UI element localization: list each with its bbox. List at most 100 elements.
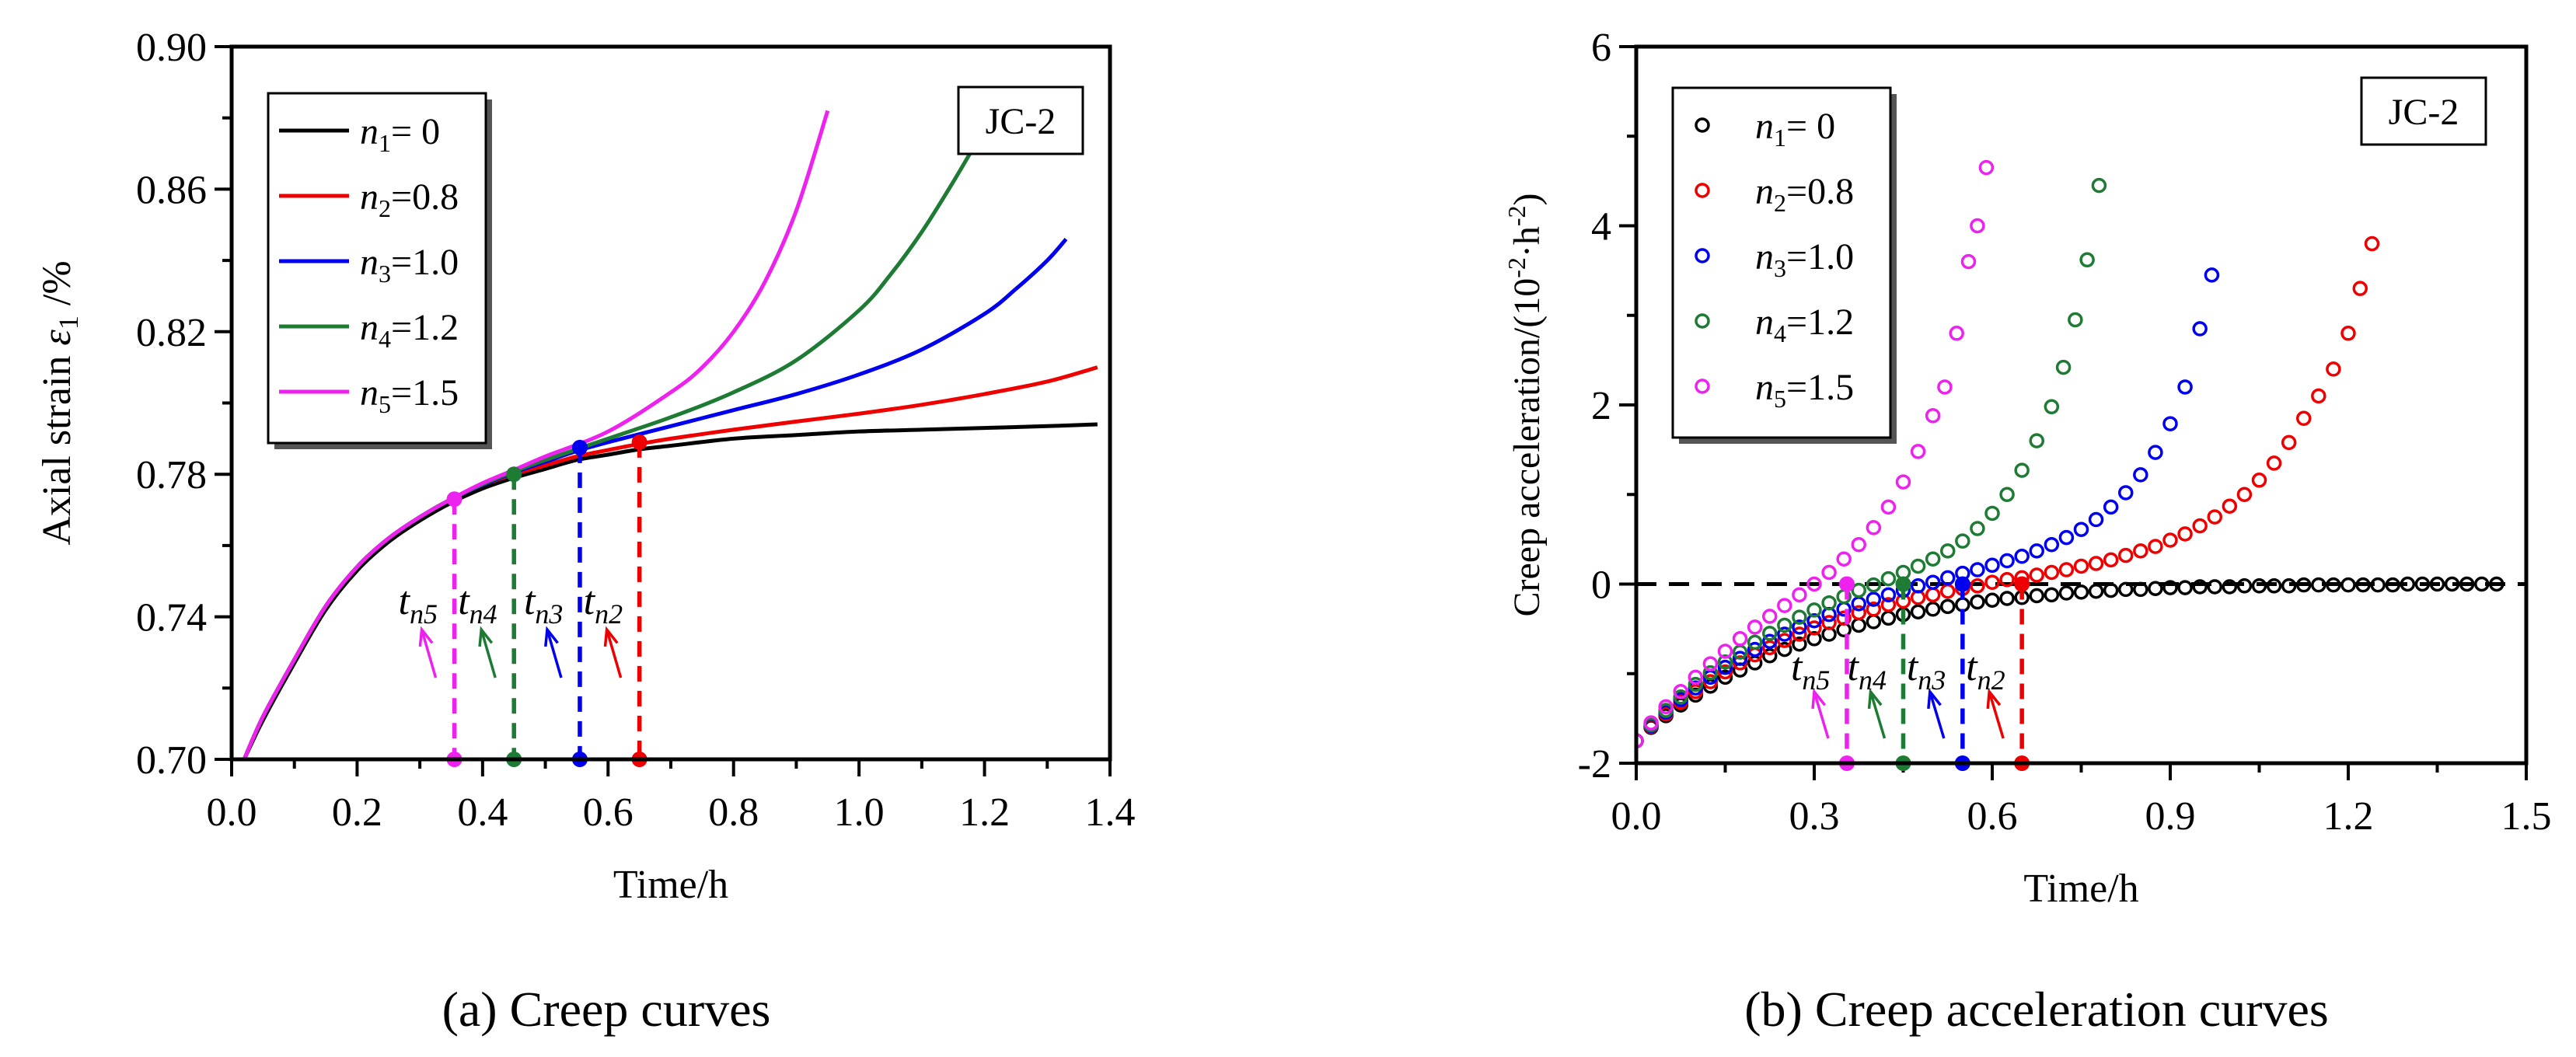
data-point-n1	[2459, 576, 2475, 592]
data-point-n1	[2340, 577, 2356, 593]
data-point-n4	[1747, 634, 1763, 651]
data-point-n1	[2118, 581, 2134, 598]
x-tick-label: 0.4	[457, 790, 508, 835]
data-point-n1	[1880, 610, 1897, 626]
legend-label-n5: n5=1.5	[360, 372, 459, 418]
data-point-n4	[1792, 609, 1807, 625]
y-tick-label: -2	[1578, 742, 1611, 787]
marker-top-dot-n4	[506, 466, 522, 483]
data-point-n4	[1866, 577, 1882, 593]
data-point-n2	[2073, 558, 2089, 574]
data-point-n2	[2162, 532, 2178, 548]
data-point-n3	[1940, 570, 1956, 586]
data-point-n2	[1762, 640, 1778, 656]
panel-b-caption: (b) Creep acceleration curves	[1744, 982, 2329, 1037]
data-point-n1	[2073, 584, 2089, 600]
data-point-n5	[1762, 609, 1778, 624]
legend-label-n4: n4=1.2	[1755, 302, 1854, 347]
data-point-n3	[2014, 549, 2030, 564]
legend-label-n3: n3=1.0	[360, 242, 459, 288]
data-point-n3	[2044, 537, 2060, 553]
data-point-n2	[2340, 326, 2356, 341]
data-point-n5	[1688, 669, 1704, 685]
data-point-n1	[2266, 578, 2282, 594]
data-point-n4	[1673, 689, 1688, 705]
data-point-n4	[2044, 399, 2060, 415]
data-point-n1	[1925, 602, 1941, 617]
data-point-n1	[1792, 636, 1807, 652]
data-point-n2	[1970, 578, 1985, 594]
marker-arrowhead-n3	[1927, 688, 1942, 710]
y-tick-label: 0.86	[136, 168, 207, 212]
data-point-n1	[1984, 592, 2000, 608]
data-point-n5	[1910, 444, 1926, 459]
marker-arrowhead-n2	[603, 626, 619, 647]
panel-b-creep-acceleration: 0.0 0.3 0.6 0.9 1.2 1.5 -2 0 2 4 6 tn5 tn4 tn3 tn2 n1…	[1503, 26, 2552, 1037]
data-point-n4	[1762, 626, 1778, 641]
series-line-n1	[242, 422, 1098, 759]
data-point-n3	[1999, 553, 2015, 569]
marker-top-dot-n3	[571, 439, 588, 455]
data-point-n2	[2296, 410, 2312, 427]
legend-swatch-n5	[1695, 378, 1710, 394]
data-point-n1	[1910, 604, 1926, 619]
data-point-n3	[1866, 591, 1882, 607]
legend-label-n1: n1= 0	[1755, 106, 1835, 152]
marker-arrowhead-n3	[544, 626, 559, 647]
ylabel-exp2: -2	[1503, 205, 1531, 226]
marker-arrowhead-n2	[1986, 688, 2002, 710]
data-point-n1	[1762, 647, 1778, 664]
data-point-n3	[1777, 626, 1792, 642]
x-tick-label: 0.9	[2145, 794, 2196, 839]
data-point-n2	[1836, 610, 1852, 626]
panel-b-legend: n1= 0 n2=0.8 n3=1.0 n4=1.2 n5=1.5	[1671, 86, 1897, 444]
data-point-n5	[1643, 715, 1659, 731]
marker-label-n3: tn3	[1907, 645, 1946, 696]
data-point-n2	[1999, 571, 2015, 588]
data-point-n5	[1806, 576, 1822, 592]
x-tick-label: 0.2	[332, 790, 382, 835]
panel-a-creep-curves: 0.0 0.2 0.4 0.6 0.8 1.0 1.2 1.4 0.70 0.74 0.78 0.82…	[35, 26, 1136, 1037]
data-point-n4	[1806, 602, 1822, 618]
data-point-n5	[1960, 253, 1977, 270]
data-point-n4	[2091, 177, 2107, 194]
data-point-n1	[2474, 576, 2490, 592]
data-point-n3	[1747, 641, 1763, 658]
data-point-n2	[2177, 526, 2193, 542]
marker-arrowhead-n5	[418, 626, 434, 647]
data-point-n3	[1984, 557, 2000, 574]
data-point-n5	[1702, 656, 1719, 672]
data-point-n2	[2133, 543, 2148, 559]
data-point-n4	[1717, 654, 1733, 670]
marker-arrow-n4	[1869, 691, 1887, 739]
y-tick-label: 0.74	[136, 596, 207, 640]
legend-box	[267, 92, 487, 445]
marker-label-n4: tn4	[1848, 645, 1887, 696]
data-point-n2	[1821, 615, 1837, 630]
data-point-n2	[1702, 674, 1719, 689]
marker-top-dot-n5	[1838, 576, 1855, 592]
marker-arrowhead-n5	[1811, 688, 1827, 710]
data-point-n2	[1925, 587, 1941, 603]
ylabel-sub: 1	[53, 316, 84, 330]
data-point-n1	[2400, 576, 2416, 592]
data-point-n4	[1688, 676, 1704, 692]
y-tick-label: 0.70	[136, 738, 207, 783]
panel-a-ticks: 0.0 0.2 0.4 0.6 0.8 1.0 1.2 1.4 0.70 0.74 0.78 0.82…	[136, 26, 1136, 835]
data-point-n4	[1940, 543, 1956, 559]
data-point-n4	[1821, 595, 1837, 611]
x-tick-label: 0.8	[708, 790, 759, 835]
panel-a-frame	[229, 44, 1112, 762]
data-point-n3	[2162, 416, 2178, 431]
data-point-n2	[1792, 626, 1807, 642]
x-tick-label: 1.2	[2323, 794, 2374, 839]
data-point-n2	[2222, 498, 2238, 514]
legend-swatch-n4	[1695, 313, 1710, 329]
marker-arrow-n5	[1813, 691, 1830, 739]
data-point-n1	[2044, 587, 2060, 603]
legend-box	[1671, 86, 1892, 439]
marker-arrow-n2	[1988, 691, 2005, 739]
marker-arrow-n5	[420, 629, 438, 679]
data-point-n1	[2385, 577, 2400, 593]
data-point-n2	[1866, 602, 1882, 617]
